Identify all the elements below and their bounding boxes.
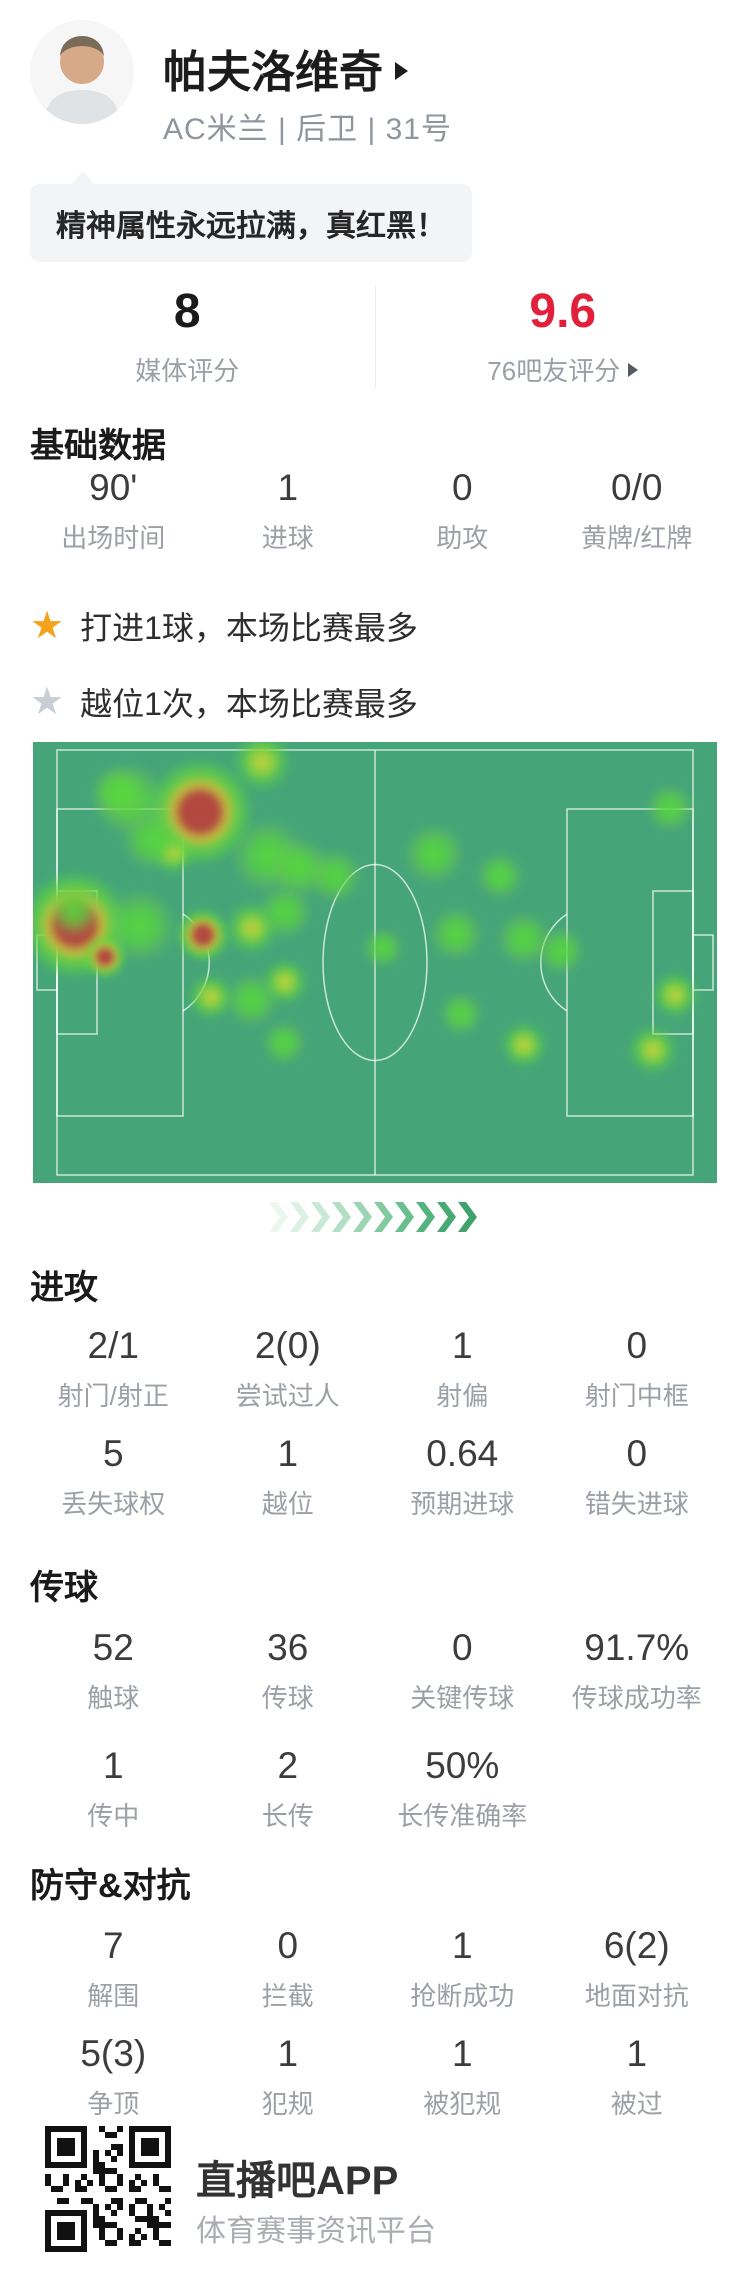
stat-long-balls: 2 长传 xyxy=(261,1745,314,1831)
media-rating: 8 媒体评分 xyxy=(0,285,375,388)
stat-shots: 2/1 射门/射正 xyxy=(57,1325,169,1411)
stat-empty xyxy=(550,1746,725,1833)
stat-touches: 52 触球 xyxy=(87,1627,140,1713)
fans-rating-value: 9.6 xyxy=(529,285,597,338)
heatmap xyxy=(20,731,717,1188)
app-name: 直播吧APP xyxy=(196,2159,399,2203)
player-meta: AC米兰 | 后卫 | 31号 xyxy=(163,113,452,146)
stat-interceptions: 0 拦截 xyxy=(261,1925,314,2011)
heatmap-blobs xyxy=(20,731,699,1076)
stat-shots-off: 1 射偏 xyxy=(436,1325,489,1411)
passing-stats-row-1: 52 触球 36 传球 0 关键传球 91.7% 传球成功率 xyxy=(26,1627,724,1715)
stat-fouled: 1 被犯规 xyxy=(423,2033,502,2119)
stat-fouls: 1 犯规 xyxy=(261,2033,314,2119)
stat-clearances: 7 解围 xyxy=(87,1925,140,2011)
stat-woodwork: 0 射门中框 xyxy=(584,1325,689,1411)
app-description: 体育赛事资讯平台 xyxy=(196,2215,436,2248)
stat-possession-lost: 5 丢失球权 xyxy=(61,1433,166,1519)
defense-stats-row-1: 7 解围 0 拦截 1 抢断成功 6(2) 地面对抗 xyxy=(26,1925,724,2013)
caret-right-icon xyxy=(395,62,408,80)
ratings-row: 8 媒体评分 9.6 76吧友评分 xyxy=(0,285,750,388)
attack-stats-row-2: 5 丢失球权 1 越位 0.64 预期进球 0 错失进球 xyxy=(26,1433,724,1521)
chevron-arrows-icon xyxy=(269,1202,477,1232)
player-name-row[interactable]: 帕夫洛维奇 xyxy=(163,36,408,100)
player-name: 帕夫洛维奇 xyxy=(163,48,383,97)
passing-stats-row-2: 1 传中 2 长传 50% 长传准确率 xyxy=(26,1745,725,1833)
avatar-image xyxy=(30,20,134,124)
defense-stats-row-2: 5(3) 争顶 1 犯规 1 被犯规 1 被过 xyxy=(26,2033,724,2121)
stat-cards: 0/0 黄牌/红牌 xyxy=(581,467,693,553)
stat-dribbles: 2(0) 尝试过人 xyxy=(235,1325,340,1411)
stat-goals: 1 进球 xyxy=(261,467,314,553)
attack-stats-row-1: 2/1 射门/射正 2(0) 尝试过人 1 射偏 0 射门中框 xyxy=(26,1325,724,1413)
stat-ground-duels: 6(2) 地面对抗 xyxy=(584,1925,689,2011)
stat-playtime: 90' 出场时间 xyxy=(61,467,166,553)
stat-long-ball-accuracy: 50% 长传准确率 xyxy=(397,1745,528,1831)
stat-dribbled-past: 1 被过 xyxy=(610,2033,663,2119)
chevrons-decoration xyxy=(269,1200,481,1239)
stat-aerial-duels: 5(3) 争顶 xyxy=(80,2033,147,2119)
player-avatar[interactable] xyxy=(30,20,134,124)
qr-code xyxy=(45,2126,171,2257)
defense-section-title: 防守&对抗 xyxy=(30,1867,191,1905)
stat-offsides: 1 越位 xyxy=(261,1433,314,1519)
stat-assists: 0 助攻 xyxy=(436,467,489,553)
heatmap-pitch xyxy=(20,731,717,1183)
stat-passes: 36 传球 xyxy=(261,1627,314,1713)
stat-missed-chances: 0 错失进球 xyxy=(584,1433,689,1519)
star-gray-icon: ★ xyxy=(30,681,65,723)
media-rating-value: 8 xyxy=(173,285,201,338)
basic-stats-row: 90' 出场时间 1 进球 0 助攻 0/0 黄牌/红牌 xyxy=(26,467,724,555)
media-rating-label: 媒体评分 xyxy=(135,355,240,386)
quote-text: 精神属性永远拉满，真红黑！ xyxy=(56,210,446,243)
stat-pass-accuracy: 91.7% 传球成功率 xyxy=(571,1627,702,1713)
attack-section-title: 进攻 xyxy=(30,1269,98,1307)
basic-section-title: 基础数据 xyxy=(30,427,166,465)
fans-rating-label: 76吧友评分 xyxy=(376,351,750,388)
star-gold-icon: ★ xyxy=(30,605,65,647)
caret-right-icon xyxy=(628,363,639,378)
highlight-goal: ★ 打进1球，本场比赛最多 xyxy=(30,605,418,647)
stat-tackles-won: 1 抢断成功 xyxy=(410,1925,515,2011)
stat-key-passes: 0 关键传球 xyxy=(410,1627,515,1713)
stat-crosses: 1 传中 xyxy=(87,1745,140,1831)
highlight-offside: ★ 越位1次，本场比赛最多 xyxy=(30,681,418,723)
fans-rating[interactable]: 9.6 76吧友评分 xyxy=(374,285,750,388)
stat-xg: 0.64 预期进球 xyxy=(410,1433,515,1519)
quote-bubble: 精神属性永远拉满，真红黑！ xyxy=(30,171,472,262)
qr-code-image xyxy=(45,2126,171,2252)
passing-section-title: 传球 xyxy=(30,1569,98,1607)
